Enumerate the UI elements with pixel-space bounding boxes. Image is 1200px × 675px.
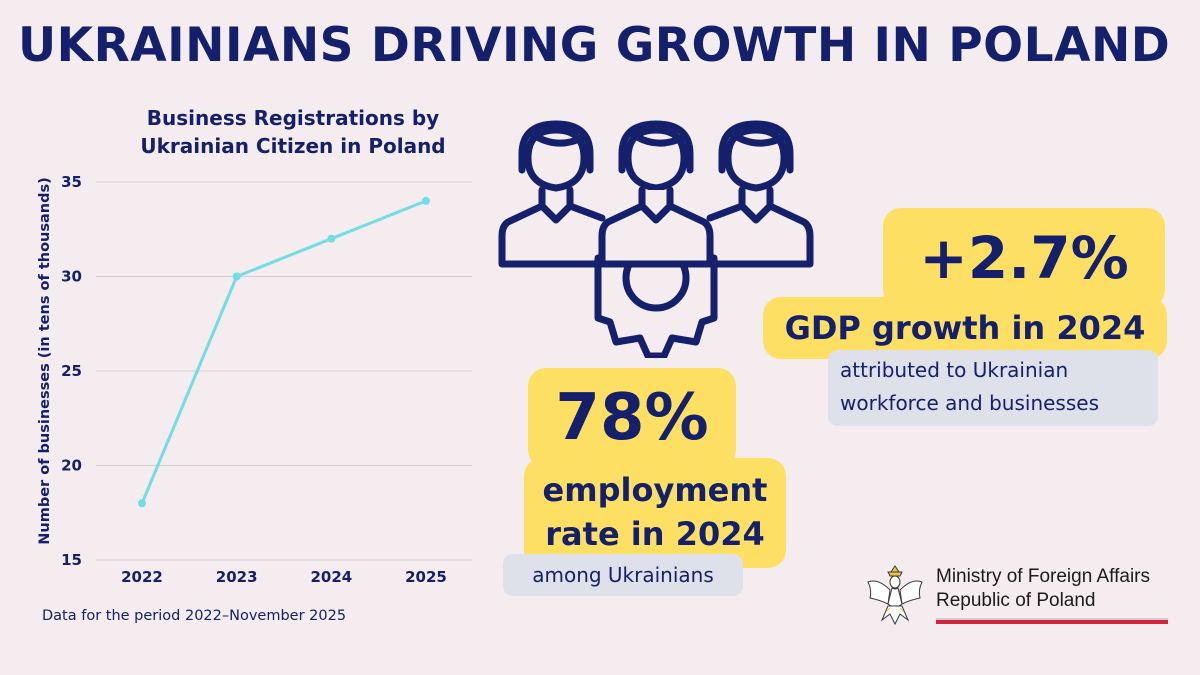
polish-eagle-emblem: [867, 565, 923, 626]
employment-rate-label: employment rate in 2024: [524, 458, 786, 568]
y-tick-label-15: 15: [61, 551, 82, 569]
data-point-2025: [422, 196, 430, 205]
ministry-name: Ministry of Foreign Affairs Republic of …: [936, 565, 1150, 613]
y-axis-label: Number of businesses (in tens of thousan…: [37, 177, 53, 545]
chart-title: Business Registrations by Ukrainian Citi…: [108, 104, 478, 160]
x-tick-label-2022: 2022: [121, 568, 163, 586]
ministry-logo: Ministry of Foreign Affairs Republic of …: [864, 560, 1174, 630]
y-tick-label-30: 30: [61, 268, 82, 286]
headline: UKRAINIANS DRIVING GROWTH IN POLAND: [18, 18, 1171, 73]
series-line-0: [140, 199, 427, 504]
x-tick-label-2023: 2023: [216, 568, 258, 586]
chart-title-line-1: Business Registrations by: [146, 106, 440, 130]
employment-rate-value: 78%: [528, 368, 736, 468]
data-point-2023: [232, 272, 241, 281]
gdp-growth-note: attributed to Ukrainian workforce and bu…: [828, 350, 1158, 426]
gdp-note-line-2: workforce and businesses: [840, 391, 1099, 415]
y-tick-label-35: 35: [61, 173, 82, 191]
employment-label-line-2: rate in 2024: [545, 515, 765, 553]
employment-label-line-1: employment: [542, 471, 768, 509]
data-point-2022: [138, 499, 146, 508]
data-point-2024: [327, 234, 336, 243]
people-gear-icon: [498, 120, 814, 358]
x-tick-label-2024: 2024: [310, 568, 352, 586]
ministry-line-2: Republic of Poland: [936, 590, 1096, 611]
employment-note: among Ukrainians: [503, 554, 743, 596]
gdp-growth-value: +2.7%: [883, 208, 1165, 308]
gdp-note-line-1: attributed to Ukrainian: [840, 358, 1069, 382]
flag-stripe: [936, 618, 1168, 624]
chart-title-line-2: Ukrainian Citizen in Poland: [140, 134, 446, 158]
chart-note: Data for the period 2022–November 2025: [42, 608, 347, 624]
ministry-line-1: Ministry of Foreign Affairs: [936, 566, 1151, 587]
y-tick-label-20: 20: [61, 457, 82, 475]
y-tick-label-25: 25: [61, 362, 82, 380]
gdp-growth-label: GDP growth in 2024: [763, 297, 1167, 359]
x-tick-label-2025: 2025: [405, 568, 447, 586]
